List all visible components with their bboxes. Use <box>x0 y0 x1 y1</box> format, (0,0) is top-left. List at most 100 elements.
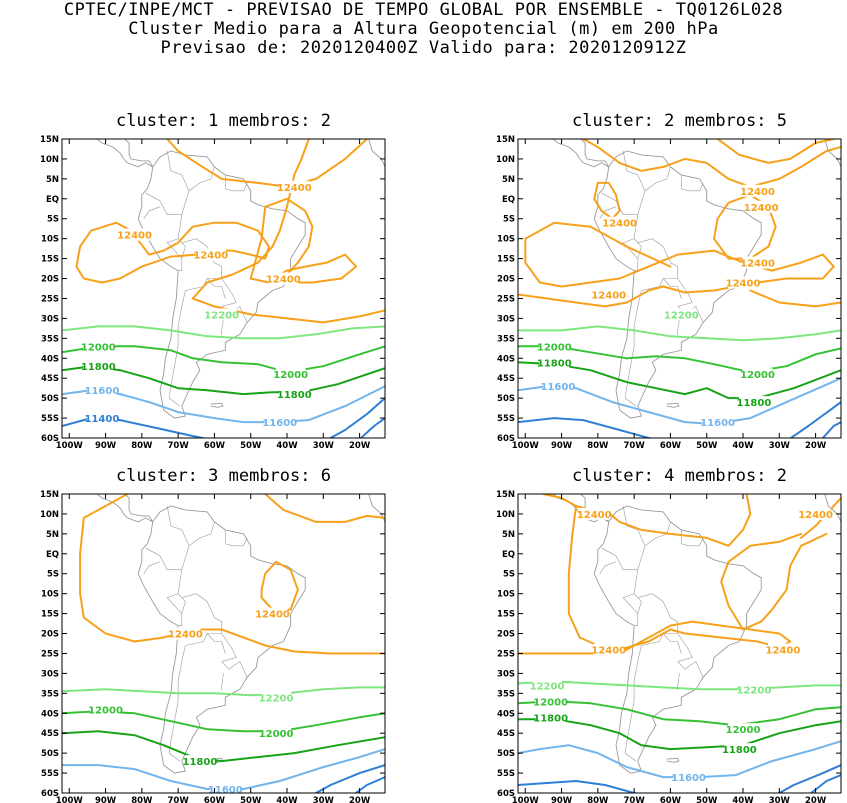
lat-tick-label: 60S <box>41 434 59 444</box>
lat-tick-label: EQ <box>46 550 59 560</box>
contour-line <box>518 361 841 400</box>
contour-line <box>359 417 385 438</box>
contour-line <box>518 221 835 308</box>
contour-label-bg <box>532 679 563 692</box>
contour-label-bg <box>184 755 215 768</box>
contour-label: 12000 <box>726 725 761 736</box>
coastline <box>824 494 841 538</box>
contour-line <box>593 181 621 220</box>
contour-line <box>313 764 385 793</box>
map-frame <box>61 493 386 794</box>
lat-tick-label: 50S <box>497 749 515 759</box>
lat-tick-label: 40S <box>41 354 59 364</box>
contour-label: 11800 <box>533 713 568 724</box>
lat-tick-label: 15N <box>40 490 59 500</box>
map-panel-2: 12400 12400 12400 12400 12400 12400 12200 12000… <box>496 120 842 451</box>
lat-tick-label: 25S <box>497 649 515 659</box>
lat-tick-label: 60S <box>497 789 515 799</box>
contour-label-bg <box>261 691 292 704</box>
contour-line <box>62 345 385 374</box>
lat-tick-label: 35S <box>497 334 515 344</box>
lon-tick-label: 80W <box>587 441 609 451</box>
country-border <box>168 645 186 762</box>
contour-label: 12400 <box>266 275 301 286</box>
contour-line <box>79 494 385 655</box>
map-plot-area: 12400 12400 12400 12400 12200 12000 11800 12200… <box>518 475 841 793</box>
contour-label: 12000 <box>88 705 123 716</box>
lon-tick-label: 90W <box>551 796 573 803</box>
lat-tick-label: 35S <box>41 334 59 344</box>
contour-label-bg <box>738 396 769 409</box>
lon-tick-label: 70W <box>168 796 190 803</box>
lat-tick-label: 5S <box>503 570 515 580</box>
contour-label: 11800 <box>81 362 116 373</box>
contour-label: 11400 <box>85 414 120 425</box>
lat-tick-label: 10N <box>496 155 515 165</box>
country-border <box>166 569 183 626</box>
contour-label: 12400 <box>726 279 761 290</box>
contour-label: 12400 <box>602 219 637 230</box>
contour-label: 12200 <box>204 310 239 321</box>
lon-tick-label: 40W <box>732 796 754 803</box>
contour-label-bg <box>666 308 697 321</box>
coastline <box>620 475 640 482</box>
lat-tick-label: 10S <box>41 590 59 600</box>
lat-tick-label: 45S <box>497 374 515 384</box>
country-border <box>622 569 639 626</box>
contour-label-bg <box>264 416 295 429</box>
lon-tick-label: 60W <box>660 441 682 451</box>
lon-tick-label: 40W <box>276 796 298 803</box>
lat-tick-label: 15N <box>496 490 515 500</box>
lat-tick-label: 15S <box>41 255 59 265</box>
contour-label: 12400 <box>591 290 626 301</box>
contour-label-bg <box>742 368 773 381</box>
contour-label: 12000 <box>740 370 775 381</box>
contour-label: 11600 <box>262 418 297 429</box>
contour-label-bg <box>742 256 773 269</box>
map-panel-3: 12400 12400 12200 12000 12000 11800 11600 15N 10… <box>40 490 386 803</box>
contour-label-bg <box>279 388 310 401</box>
contour-label: 11600 <box>671 773 706 784</box>
lat-tick-label: 10S <box>497 235 515 245</box>
coastline <box>210 402 224 408</box>
map-panel-1: 12400 12400 12400 12400 12200 12000 11800 12000… <box>40 135 386 451</box>
map-panel-4: 12400 12400 12400 12400 12200 12000 11800 12200… <box>496 475 842 803</box>
map-frame <box>517 138 842 439</box>
contour-label-bg <box>539 356 570 369</box>
country-border <box>681 174 704 192</box>
lat-tick-label: 5S <box>47 570 59 580</box>
lon-tick-label: 60W <box>660 796 682 803</box>
lat-tick-label: 60S <box>41 789 59 799</box>
lon-tick-label: 40W <box>732 441 754 451</box>
country-border <box>168 290 186 407</box>
lat-tick-label: EQ <box>46 195 59 205</box>
lat-tick-label: 15S <box>497 610 515 620</box>
contour-label: 12200 <box>737 685 772 696</box>
coastline <box>620 120 640 127</box>
contour-line <box>720 532 828 631</box>
contour-label: 12200 <box>530 681 565 692</box>
contour-label-bg <box>86 384 117 397</box>
lon-tick-label: 90W <box>95 441 117 451</box>
contour-label-bg <box>119 228 150 241</box>
lat-tick-label: EQ <box>502 195 515 205</box>
panel-4-title: cluster: 4 membros: 2 <box>572 466 787 486</box>
lat-tick-label: 50S <box>41 749 59 759</box>
lat-tick-label: 45S <box>41 374 59 384</box>
coastline <box>96 494 153 523</box>
lat-tick-label: 35S <box>41 689 59 699</box>
contour-line <box>264 494 385 523</box>
country-border <box>624 290 642 407</box>
lon-tick-label: 30W <box>313 796 335 803</box>
contour-line <box>518 780 640 793</box>
lat-tick-label: 15N <box>496 135 515 145</box>
contour-line <box>271 253 357 284</box>
coastline <box>123 139 154 168</box>
lat-tick-label: 40S <box>41 709 59 719</box>
lon-tick-label: 30W <box>313 441 335 451</box>
contour-label: 12200 <box>664 310 699 321</box>
contour-label-bg <box>593 643 624 656</box>
lon-tick-label: 100W <box>512 441 540 451</box>
lat-tick-label: 55S <box>497 414 515 424</box>
contour-label-bg <box>767 643 798 656</box>
